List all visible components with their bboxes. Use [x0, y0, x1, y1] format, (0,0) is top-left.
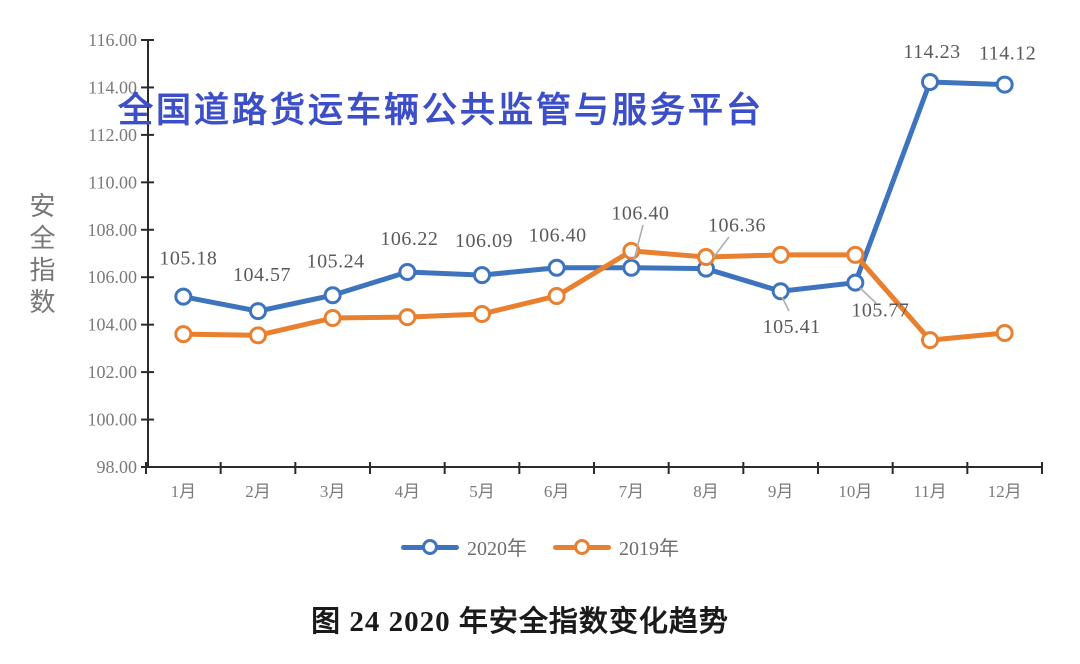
y-tick-label: 98.00: [97, 457, 138, 477]
data-label: 104.57: [233, 264, 291, 286]
data-point-2020年: [921, 72, 939, 91]
data-label: 105.77: [851, 300, 909, 322]
label-leader-line: [633, 224, 644, 261]
x-tick-label: 6月: [544, 482, 570, 501]
y-tick-label: 100.00: [88, 410, 138, 430]
data-point-2020年: [323, 286, 342, 305]
data-point-2019年: [921, 331, 939, 350]
data-point-2020年: [249, 302, 267, 321]
x-tick-label: 8月: [693, 482, 719, 501]
label-leader-line: [859, 287, 877, 304]
data-point-2020年: [398, 263, 417, 282]
data-point-2019年: [473, 304, 491, 323]
data-label: 106.22: [380, 228, 438, 250]
data-point-2019年: [398, 308, 417, 327]
data-point-2020年: [995, 75, 1014, 94]
data-point-2019年: [771, 245, 790, 264]
series-line-2020年: [180, 79, 1008, 314]
x-tick-label: 4月: [395, 482, 421, 501]
y-axis-title: 安全指数: [26, 192, 55, 320]
y-tick-label: 112.00: [88, 125, 137, 145]
data-label: 105.41: [763, 316, 821, 338]
legend-label-2019: 2019年: [619, 538, 679, 560]
x-tick-label: 10月: [838, 482, 872, 501]
y-tick-label: 106.00: [88, 267, 138, 287]
data-label: 114.12: [979, 43, 1036, 65]
label-leader-line: [712, 236, 730, 259]
y-tick-label: 116.00: [88, 30, 137, 50]
label-leader-line: [781, 296, 790, 312]
data-label: 114.23: [903, 41, 960, 63]
x-tick-label: 12月: [988, 482, 1022, 501]
line-marker-icon: [401, 538, 459, 556]
data-point-2019年: [174, 325, 193, 344]
legend-label-2020: 2020年: [467, 538, 527, 560]
figure-caption: 图 24 2020 年安全指数变化趋势: [311, 606, 729, 638]
x-tick-label: 9月: [768, 482, 794, 501]
x-tick-label: 5月: [469, 482, 495, 501]
data-point-2019年: [846, 245, 865, 264]
data-label: 106.36: [708, 215, 766, 237]
y-tick-label: 114.00: [88, 77, 137, 97]
x-tick-label: 2月: [245, 482, 271, 501]
line-marker-icon: [553, 538, 611, 556]
x-tick-label: 1月: [171, 482, 197, 501]
x-tick-label: 7月: [619, 482, 645, 501]
x-tick-label: 3月: [320, 482, 346, 501]
data-label: 105.24: [307, 250, 365, 272]
legend-item-2019: 2019年: [553, 532, 679, 561]
safety-index-line-chart: 98.00 100.00 102.00 104.00 106.00 108.00 110.0…: [88, 30, 1043, 501]
data-point-2020年: [846, 273, 865, 292]
chart-legend: 2020年 2019年: [0, 532, 1080, 561]
data-point-2019年: [323, 309, 342, 328]
data-point-2020年: [473, 266, 491, 285]
data-point-2019年: [995, 323, 1014, 342]
series-line-2019年: [180, 248, 1008, 343]
data-point-2020年: [771, 282, 790, 301]
data-label: 105.18: [159, 248, 217, 270]
legend-item-2020: 2020年: [401, 532, 527, 561]
data-label: 106.09: [455, 230, 513, 252]
data-point-2020年: [622, 258, 641, 277]
data-point-2019年: [547, 286, 566, 305]
data-label: 106.40: [611, 203, 669, 225]
data-point-2020年: [547, 258, 566, 277]
y-tick-label: 102.00: [88, 362, 138, 382]
x-tick-label: 11月: [913, 482, 946, 501]
data-point-2020年: [174, 287, 193, 306]
data-point-2019年: [249, 326, 267, 345]
y-tick-label: 110.00: [88, 172, 137, 192]
y-tick-label: 104.00: [88, 315, 138, 335]
data-label: 106.40: [529, 225, 587, 247]
y-tick-label: 108.00: [88, 220, 138, 240]
data-point-2019年: [697, 248, 715, 267]
